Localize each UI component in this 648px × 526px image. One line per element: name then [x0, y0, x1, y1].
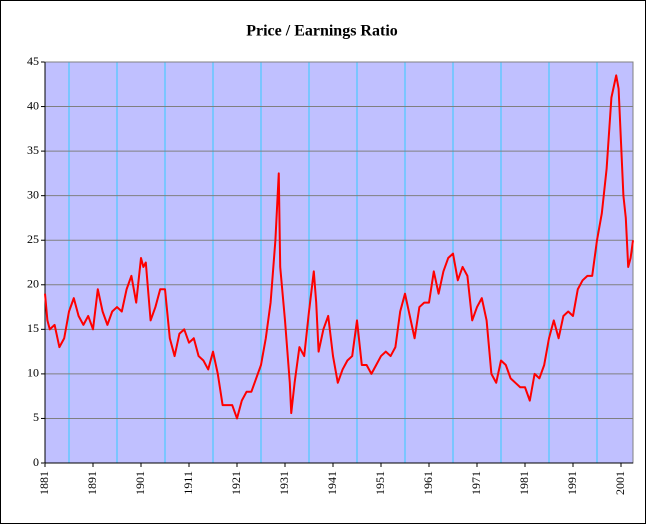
y-tick-label: 10	[27, 366, 39, 380]
plot-area	[45, 62, 633, 463]
x-tick-label: 1981	[517, 471, 531, 495]
y-tick-label: 15	[27, 321, 39, 335]
chart-title: Price / Earnings Ratio	[246, 23, 398, 40]
x-tick-label: 1891	[85, 471, 99, 495]
x-tick-label: 1941	[325, 471, 339, 495]
y-tick-label: 5	[33, 410, 39, 424]
x-tick-label: 2001	[613, 471, 627, 495]
y-tick-label: 25	[27, 232, 39, 246]
x-tick-label: 1991	[565, 471, 579, 495]
x-tick-label: 1951	[373, 471, 387, 495]
y-tick-label: 35	[27, 143, 39, 157]
x-tick-label: 1881	[37, 471, 51, 495]
y-tick-label: 30	[27, 187, 39, 201]
x-tick-label: 1921	[229, 471, 243, 495]
x-tick-label: 1911	[181, 471, 195, 495]
x-tick-label: 1931	[277, 471, 291, 495]
x-tick-label: 1901	[133, 471, 147, 495]
x-tick-label: 1961	[421, 471, 435, 495]
x-tick-label: 1971	[469, 471, 483, 495]
data-line	[44, 74, 634, 420]
y-tick-label: 45	[27, 54, 39, 68]
y-tick-label: 0	[33, 455, 39, 469]
y-tick-label: 20	[27, 277, 39, 291]
y-tick-label: 40	[27, 98, 39, 112]
